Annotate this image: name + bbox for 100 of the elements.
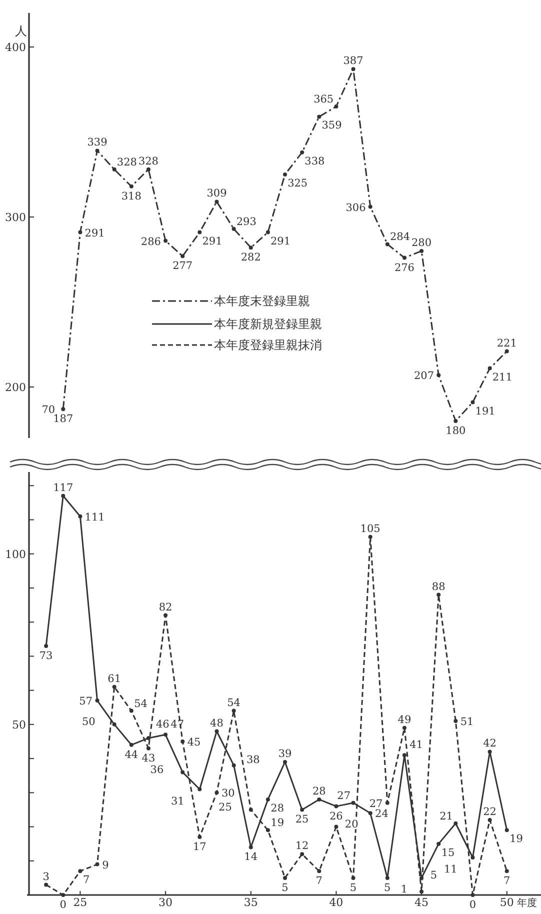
data-label: 31 bbox=[170, 795, 184, 808]
data-label: 25 bbox=[295, 814, 309, 826]
x-tick-label: 25 bbox=[73, 896, 88, 909]
y-tick-label: 50 bbox=[12, 718, 26, 732]
point bbox=[95, 148, 100, 153]
data-label: 28 bbox=[312, 785, 326, 798]
legend-label: 本年度新規登録里親 bbox=[214, 317, 322, 331]
point bbox=[180, 739, 185, 744]
data-label: 306 bbox=[346, 202, 366, 214]
data-label: 43 bbox=[142, 752, 156, 764]
point bbox=[470, 893, 475, 897]
point bbox=[351, 67, 356, 72]
point bbox=[420, 249, 424, 253]
data-label: 51 bbox=[460, 716, 474, 728]
data-label: 187 bbox=[53, 413, 74, 426]
x-tick-label: 45 bbox=[414, 896, 429, 909]
data-label: 0 bbox=[60, 899, 66, 911]
point bbox=[198, 230, 202, 234]
x-tick-label: 35 bbox=[244, 896, 258, 909]
data-label: 211 bbox=[492, 371, 512, 384]
point bbox=[214, 729, 219, 734]
point bbox=[44, 644, 48, 648]
data-label: 328 bbox=[138, 155, 158, 168]
y-tick-label: 200 bbox=[5, 381, 26, 394]
data-label: 0 bbox=[469, 899, 476, 911]
data-label: 19 bbox=[270, 817, 284, 830]
point bbox=[402, 256, 406, 260]
legend: 本年度末登録里親 bbox=[152, 294, 310, 308]
point bbox=[214, 790, 219, 795]
point bbox=[198, 835, 202, 840]
data-label: 50 bbox=[82, 716, 96, 728]
data-label: 105 bbox=[360, 522, 380, 535]
data-label: 61 bbox=[108, 672, 122, 685]
point bbox=[129, 742, 134, 747]
point bbox=[61, 494, 66, 498]
data-label: 191 bbox=[475, 405, 496, 418]
legend-label: 本年度登録里親抹消 bbox=[214, 338, 322, 352]
point bbox=[164, 613, 168, 618]
data-label: 325 bbox=[288, 178, 308, 190]
point bbox=[504, 869, 509, 874]
data-label: 27 bbox=[369, 798, 383, 810]
y-tick-label: 300 bbox=[5, 211, 26, 224]
data-label: 24 bbox=[375, 808, 389, 820]
point bbox=[112, 722, 116, 726]
point bbox=[112, 684, 116, 689]
data-label: 180 bbox=[446, 425, 466, 437]
data-label: 286 bbox=[140, 236, 162, 248]
point bbox=[454, 821, 458, 826]
data-label: 82 bbox=[158, 601, 172, 614]
point bbox=[334, 804, 338, 808]
point bbox=[368, 534, 372, 539]
data-label: 328 bbox=[116, 156, 137, 168]
point bbox=[146, 736, 150, 740]
data-label: 339 bbox=[87, 136, 108, 149]
point bbox=[112, 167, 116, 172]
point bbox=[436, 373, 441, 378]
point bbox=[317, 114, 322, 119]
data-label: 54 bbox=[134, 698, 148, 710]
data-label: 22 bbox=[483, 806, 496, 818]
point bbox=[368, 204, 372, 209]
point bbox=[283, 876, 287, 880]
data-label: 30 bbox=[221, 788, 235, 800]
data-label: 19 bbox=[510, 833, 523, 846]
point bbox=[317, 869, 322, 874]
data-label: 338 bbox=[304, 155, 325, 168]
data-label: 25 bbox=[218, 802, 232, 814]
point bbox=[283, 760, 287, 764]
point bbox=[436, 592, 441, 597]
data-label: 5 bbox=[282, 882, 288, 894]
point bbox=[248, 845, 253, 850]
annotation: 70 bbox=[42, 404, 56, 416]
data-label: 44 bbox=[124, 748, 138, 761]
point bbox=[95, 862, 100, 866]
data-label: 277 bbox=[172, 260, 193, 272]
point bbox=[436, 842, 441, 846]
point bbox=[504, 828, 509, 832]
data-label: 309 bbox=[206, 188, 227, 200]
point bbox=[180, 770, 185, 774]
data-label: 17 bbox=[192, 841, 206, 854]
point bbox=[368, 811, 372, 816]
data-label: 12 bbox=[295, 840, 309, 852]
data-label: 39 bbox=[278, 748, 292, 760]
point bbox=[504, 349, 509, 354]
data-label: 5 bbox=[350, 882, 357, 894]
y-axis-title: 人 bbox=[15, 24, 27, 38]
point bbox=[488, 818, 492, 822]
point bbox=[266, 797, 270, 802]
point bbox=[351, 800, 356, 805]
data-label: 284 bbox=[390, 231, 410, 244]
legend-label: 本年度末登録里親 bbox=[214, 294, 310, 308]
x-axis-title: 年度 bbox=[516, 897, 537, 909]
data-label: 88 bbox=[432, 580, 446, 593]
data-label: 291 bbox=[84, 227, 105, 240]
data-label: 280 bbox=[412, 237, 432, 249]
point bbox=[266, 828, 270, 832]
point bbox=[146, 167, 150, 172]
y-tick-label: 100 bbox=[5, 548, 26, 561]
data-label: 42 bbox=[483, 738, 496, 750]
point bbox=[402, 726, 406, 730]
point bbox=[129, 708, 134, 713]
